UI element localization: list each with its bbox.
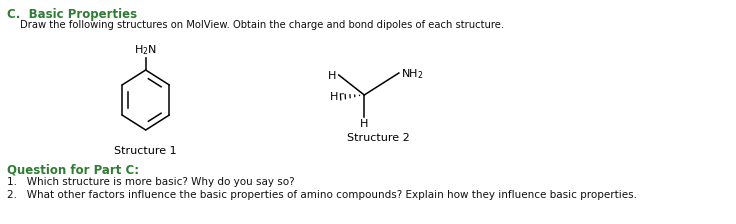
Text: 2.   What other factors influence the basic properties of amino compounds? Expla: 2. What other factors influence the basi… xyxy=(7,190,637,200)
Text: Structure 1: Structure 1 xyxy=(114,146,177,156)
Text: H: H xyxy=(360,119,369,129)
Text: Structure 2: Structure 2 xyxy=(347,133,409,143)
Text: Draw the following structures on MolView. Obtain the charge and bond dipoles of : Draw the following structures on MolView… xyxy=(20,20,504,30)
Text: C.  Basic Properties: C. Basic Properties xyxy=(7,8,138,21)
Text: H$_2$N: H$_2$N xyxy=(134,43,158,57)
Text: ‴: ‴ xyxy=(339,93,344,101)
Text: Question for Part C:: Question for Part C: xyxy=(7,163,139,176)
Text: H: H xyxy=(330,92,338,102)
Text: 1.   Which structure is more basic? Why do you say so?: 1. Which structure is more basic? Why do… xyxy=(7,177,295,187)
Text: H: H xyxy=(328,71,336,81)
Text: NH$_2$: NH$_2$ xyxy=(400,67,423,81)
